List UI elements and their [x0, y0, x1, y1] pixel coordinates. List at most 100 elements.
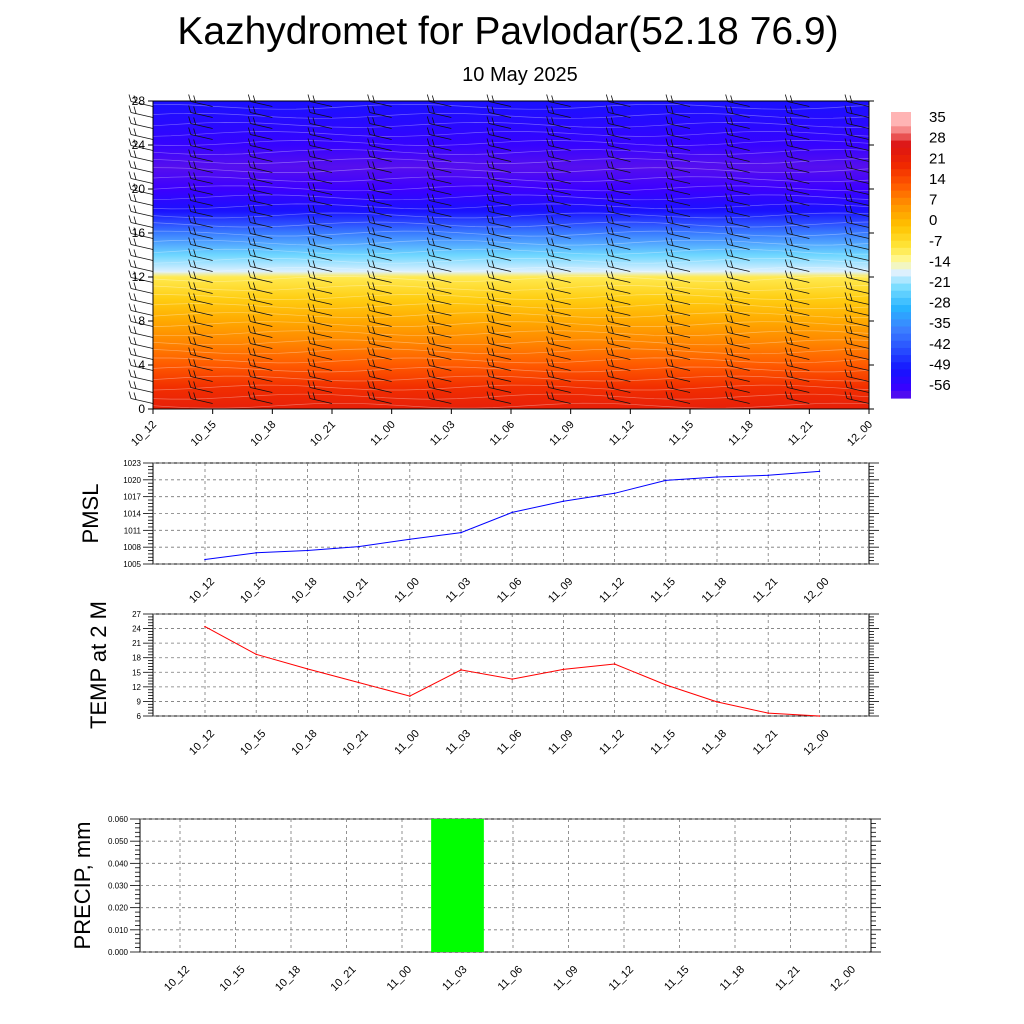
- wind-barb: [307, 171, 333, 184]
- contour-line: [152, 131, 870, 137]
- wind-barb: [486, 226, 512, 239]
- wind-barb: [247, 259, 273, 272]
- wind-barb: [784, 391, 810, 404]
- wind-barb: [367, 215, 392, 228]
- wind-barb: [546, 325, 571, 338]
- wind-barb: [546, 292, 571, 305]
- wind-barb: [367, 171, 392, 184]
- wind-barb: [247, 105, 273, 118]
- wind-barb: [844, 336, 870, 349]
- wind-barb: [367, 193, 392, 206]
- wind-barb: [605, 193, 631, 206]
- wind-barb: [367, 325, 392, 338]
- colorbar-swatch: [891, 276, 911, 285]
- wind-barb: [426, 336, 452, 349]
- wind-barb: [784, 116, 810, 129]
- wind-barb: [128, 237, 154, 250]
- wind-barb: [426, 204, 452, 217]
- wind-barb: [188, 292, 213, 305]
- wind-barb: [844, 171, 870, 184]
- wind-barb: [307, 204, 333, 217]
- x-tick-label: 11_21: [751, 728, 781, 758]
- wind-barb: [247, 325, 273, 338]
- wind-barb: [426, 358, 452, 371]
- x-tick-label: 11_15: [667, 419, 697, 449]
- wind-barb: [665, 281, 691, 294]
- wind-barb: [188, 314, 213, 327]
- wind-barb: [188, 369, 213, 382]
- wind-barb: [307, 226, 333, 239]
- wind-barb: [426, 259, 452, 272]
- wind-barb: [367, 303, 392, 316]
- wind-barb: [784, 204, 810, 217]
- wind-barb: [128, 215, 154, 228]
- wind-barb: [367, 182, 392, 195]
- wind-barb: [546, 358, 571, 371]
- wind-barb: [665, 237, 691, 250]
- wind-barb: [665, 171, 691, 184]
- wind-barb: [367, 369, 392, 382]
- wind-barb: [844, 270, 870, 283]
- wind-barb: [784, 270, 810, 283]
- wind-barb: [188, 171, 213, 184]
- contour-line: [152, 158, 870, 164]
- contour-line: [152, 194, 870, 201]
- wind-barb: [486, 237, 512, 250]
- wind-barb: [844, 226, 870, 239]
- x-tick-label: 12_00: [828, 964, 858, 994]
- wind-barb: [367, 391, 392, 404]
- wind-barb: [307, 303, 333, 316]
- wind-barb: [784, 182, 810, 195]
- wind-barb: [486, 380, 512, 393]
- wind-barb: [367, 336, 392, 349]
- x-tick-label: 10_18: [248, 419, 278, 449]
- x-tick-label: 11_18: [700, 576, 730, 606]
- wind-barb: [665, 325, 691, 338]
- colorbar-label: 0: [929, 212, 937, 229]
- x-tick-label: 11_03: [440, 964, 470, 994]
- wind-barb: [486, 105, 512, 118]
- y-tick-label: 1020: [123, 476, 141, 485]
- x-tick-label: 12_00: [845, 419, 875, 449]
- colorbar-swatch: [891, 297, 911, 306]
- wind-barb: [307, 116, 333, 129]
- wind-barb: [367, 116, 392, 129]
- wind-barb: [188, 116, 213, 129]
- y-tick-label: 16: [132, 226, 146, 240]
- y-tick-label: 21: [132, 639, 141, 648]
- wind-barb: [665, 248, 691, 261]
- contour-line: [152, 285, 870, 291]
- colorbar-label: -14: [929, 253, 951, 270]
- colorbar-label: -7: [929, 233, 942, 250]
- wind-barb: [605, 171, 631, 184]
- data-point: [562, 500, 565, 502]
- data-point: [716, 701, 718, 703]
- wind-barb: [605, 204, 631, 217]
- cross-section-panel: 0 4 8 12 16 20 24 28 10_12 10_15 10_18 10_21 11_00 11…: [128, 94, 875, 449]
- wind-barb: [128, 314, 154, 327]
- chart-subtitle: 10 May 2025: [462, 64, 578, 86]
- wind-barb: [725, 116, 750, 129]
- wind-barb: [426, 127, 452, 140]
- x-tick-label: 11_09: [551, 964, 581, 994]
- precip-bar: [431, 819, 484, 952]
- wind-barb: [605, 248, 631, 261]
- contour-line: [152, 149, 870, 155]
- x-tick-label: 11_03: [444, 576, 474, 606]
- wind-barb: [665, 138, 691, 151]
- wind-barb: [247, 347, 273, 360]
- wind-barb: [546, 391, 571, 404]
- colorbar-label: -56: [929, 377, 951, 394]
- x-tick-label: 10_18: [273, 964, 303, 994]
- wind-barb: [784, 215, 810, 228]
- data-point: [409, 538, 411, 541]
- wind-barb: [247, 138, 273, 151]
- wind-barb: [844, 281, 870, 294]
- x-tick-label: 10_15: [238, 576, 268, 606]
- data-point: [255, 653, 257, 656]
- wind-barb: [605, 149, 631, 162]
- colorbar-label: -28: [929, 295, 951, 312]
- x-tick-label: 11_15: [648, 728, 678, 758]
- wind-barb: [725, 182, 750, 195]
- y-tick-label: 4: [138, 358, 145, 372]
